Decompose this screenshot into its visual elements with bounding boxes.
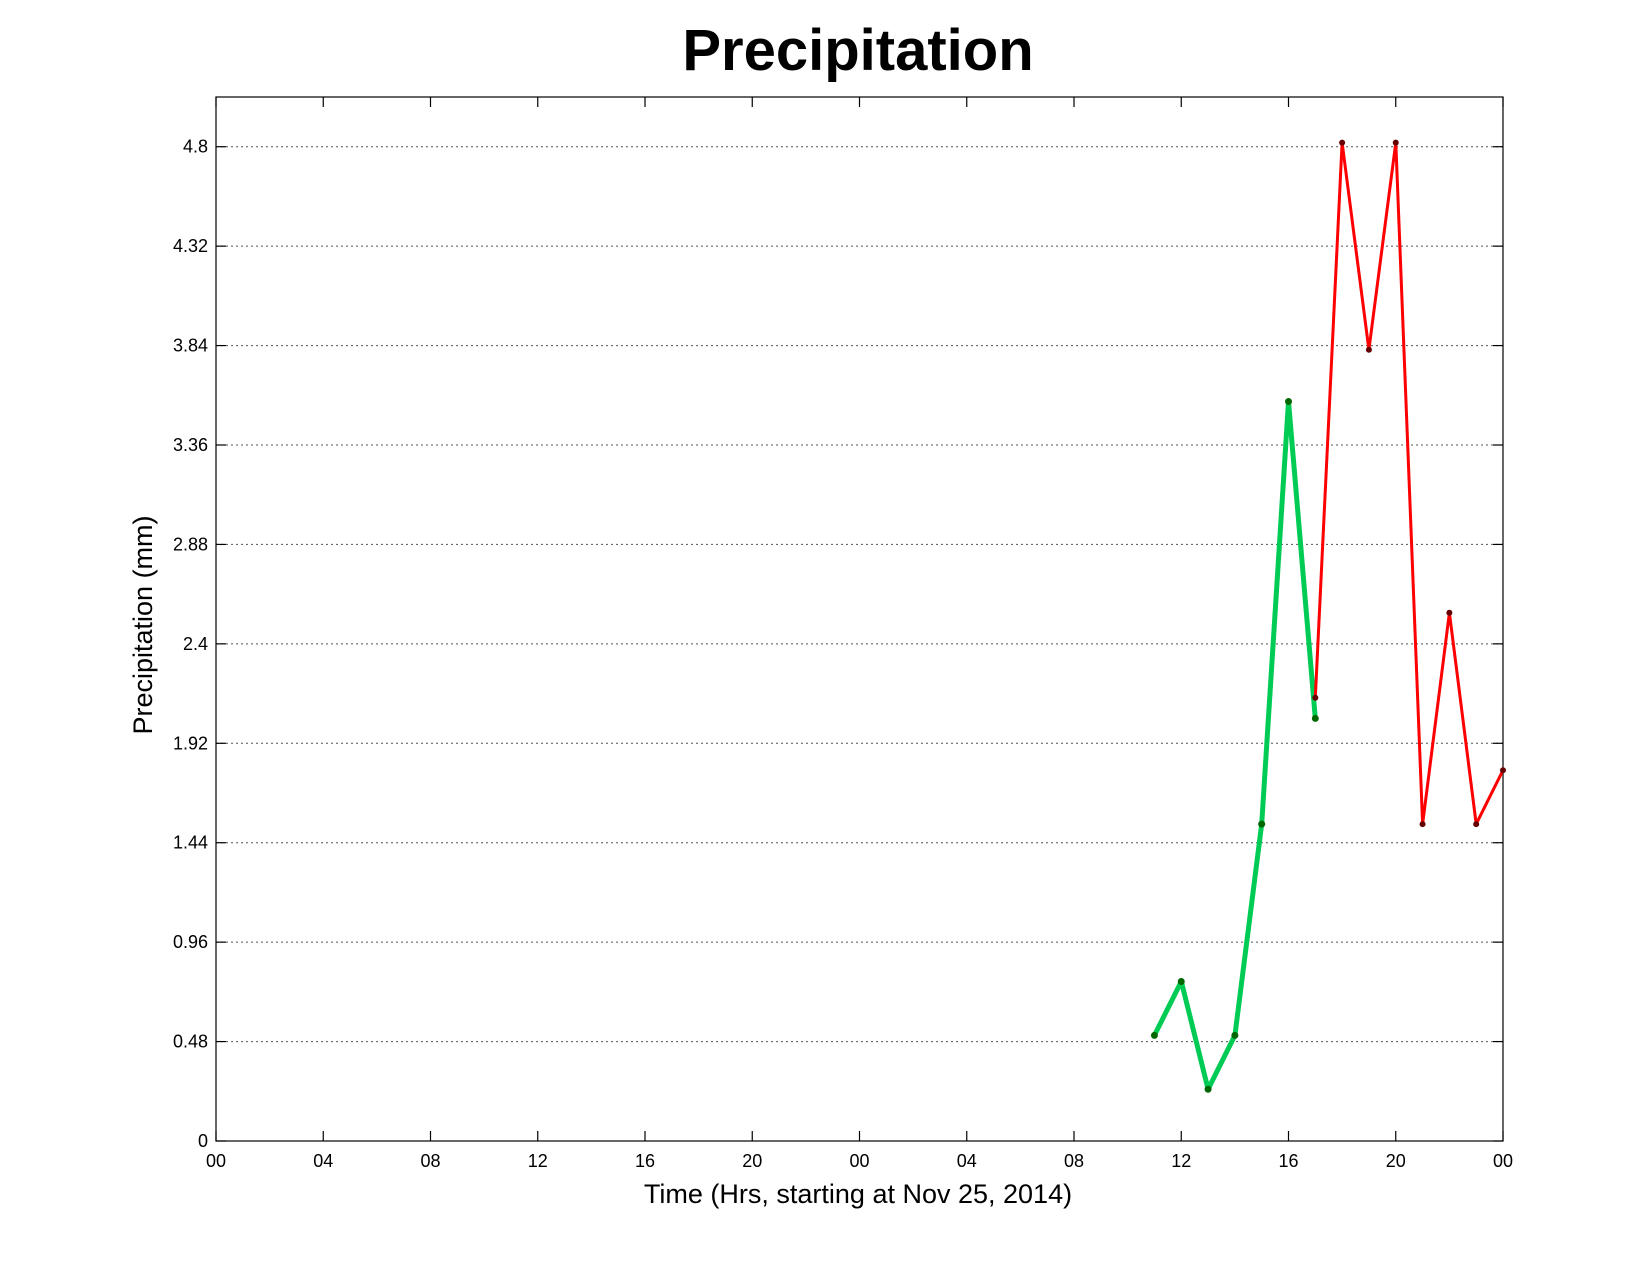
x-tick-label: 08 bbox=[1064, 1151, 1084, 1171]
series-1-point bbox=[1177, 978, 1185, 985]
series-1-point bbox=[1150, 1031, 1158, 1039]
series-1-point bbox=[1204, 1085, 1212, 1093]
series-1-point bbox=[1311, 714, 1319, 722]
series-1-point bbox=[1231, 1031, 1239, 1039]
series-1-line bbox=[1151, 399, 1318, 1092]
x-tick-label: 08 bbox=[420, 1151, 440, 1171]
axis-ticks: 0 0.48 0.96 1.44 1.92 2.4 2.88 3.36 3.84 4.32 4.8 0… bbox=[173, 97, 1513, 1171]
x-tick-label: 12 bbox=[1171, 1151, 1191, 1171]
y-tick-label: 0.96 bbox=[173, 932, 208, 952]
x-tick-label: 04 bbox=[313, 1151, 333, 1171]
x-tick-label: 00 bbox=[1493, 1151, 1513, 1171]
y-tick-label: 3.36 bbox=[173, 435, 208, 455]
series-2-point bbox=[1339, 139, 1346, 146]
series-2-line bbox=[1313, 141, 1505, 826]
series-2-point bbox=[1365, 346, 1372, 353]
series-1-point bbox=[1285, 398, 1292, 405]
x-tick-label: 16 bbox=[1278, 1151, 1298, 1171]
series-2-point bbox=[1446, 609, 1453, 616]
series-2-point bbox=[1500, 767, 1506, 774]
x-tick-label: 04 bbox=[957, 1151, 977, 1171]
y-tick-label: 1.92 bbox=[173, 733, 208, 753]
x-tick-label: 00 bbox=[206, 1151, 226, 1171]
x-axis-label: Time (Hrs, starting at Nov 25, 2014) bbox=[644, 1179, 1072, 1209]
y-tick-label: 4.32 bbox=[173, 236, 208, 256]
data-series bbox=[1150, 139, 1506, 1093]
y-tick-label: 0.48 bbox=[173, 1032, 208, 1052]
y-axis-label: Precipitation (mm) bbox=[128, 515, 158, 734]
x-tick-label: 20 bbox=[742, 1151, 762, 1171]
y-tick-label: 2.4 bbox=[183, 634, 208, 654]
series-2-point bbox=[1473, 821, 1480, 828]
x-tick-label: 00 bbox=[849, 1151, 869, 1171]
plot-frame bbox=[215, 96, 1504, 1142]
chart-title: Precipitation bbox=[682, 18, 1033, 83]
y-tick-label: 0 bbox=[198, 1131, 208, 1151]
y-tick-label: 4.8 bbox=[183, 137, 208, 157]
y-tick-label: 2.88 bbox=[173, 534, 208, 554]
x-tick-label: 12 bbox=[528, 1151, 548, 1171]
x-tick-label: 16 bbox=[635, 1151, 655, 1171]
y-tick-label: 1.44 bbox=[173, 833, 208, 853]
y-tick-label: 3.84 bbox=[173, 336, 208, 356]
series-1-point bbox=[1258, 820, 1266, 828]
series-2-point bbox=[1392, 139, 1399, 146]
series-2-point bbox=[1312, 694, 1319, 701]
x-tick-label: 20 bbox=[1386, 1151, 1406, 1171]
series-2-point bbox=[1419, 821, 1426, 828]
